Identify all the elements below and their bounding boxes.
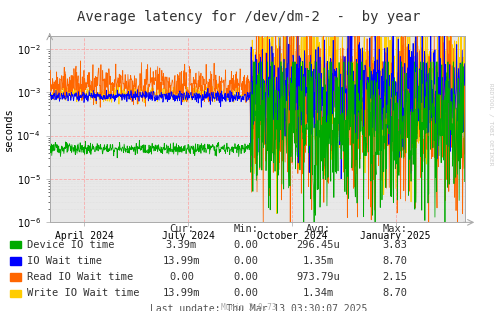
Text: 1.35m: 1.35m [303,256,333,266]
Text: 0.00: 0.00 [234,240,258,250]
Text: 8.70: 8.70 [383,288,408,298]
Text: 13.99m: 13.99m [163,288,200,298]
Text: 0.00: 0.00 [234,288,258,298]
Text: Average latency for /dev/dm-2  -  by year: Average latency for /dev/dm-2 - by year [77,10,420,24]
Text: Munin 2.0.73: Munin 2.0.73 [221,303,276,311]
Text: Cur:: Cur: [169,224,194,234]
Text: IO Wait time: IO Wait time [27,256,102,266]
Text: 3.83: 3.83 [383,240,408,250]
Text: Write IO Wait time: Write IO Wait time [27,288,140,298]
Text: Device IO time: Device IO time [27,240,115,250]
Y-axis label: seconds: seconds [3,107,14,151]
Text: 0.00: 0.00 [234,256,258,266]
Text: 2.15: 2.15 [383,272,408,282]
Text: 8.70: 8.70 [383,256,408,266]
Text: Avg:: Avg: [306,224,331,234]
Text: Max:: Max: [383,224,408,234]
Text: Last update: Thu Mar 13 03:30:07 2025: Last update: Thu Mar 13 03:30:07 2025 [150,304,367,311]
Text: 0.00: 0.00 [234,272,258,282]
Text: Min:: Min: [234,224,258,234]
Text: RRDTOOL / TOBI OETIKER: RRDTOOL / TOBI OETIKER [489,83,494,166]
Text: Read IO Wait time: Read IO Wait time [27,272,134,282]
Text: 13.99m: 13.99m [163,256,200,266]
Text: 0.00: 0.00 [169,272,194,282]
Text: 1.34m: 1.34m [303,288,333,298]
Text: 973.79u: 973.79u [296,272,340,282]
Text: 3.39m: 3.39m [166,240,197,250]
Text: 296.45u: 296.45u [296,240,340,250]
